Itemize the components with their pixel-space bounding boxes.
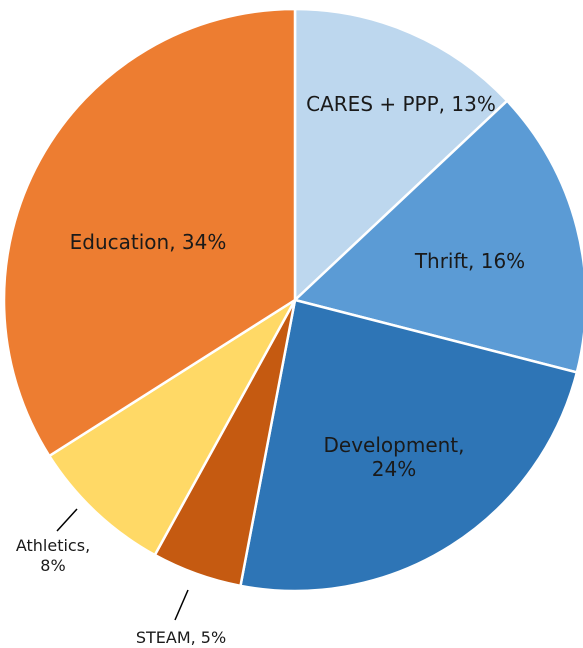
pie-slice-athletics: [47, 298, 297, 557]
leader-line-athletics: [56, 508, 78, 532]
slice-label-education: Education, 34%: [70, 230, 227, 254]
slice-label-cares-ppp: CARES + PPP, 13%: [306, 92, 496, 116]
pie-slice-education: [2, 7, 297, 458]
slice-label-thrift: Thrift, 16%: [414, 249, 525, 273]
slice-label-steam: STEAM, 5%: [136, 628, 226, 647]
leader-line-steam: [174, 589, 189, 621]
slice-label-development: Development, 24%: [324, 433, 465, 481]
slice-label-athletics: Athletics, 8%: [16, 536, 90, 575]
pie-slice-cares-ppp: [293, 7, 509, 303]
pie-slice-development: [239, 298, 579, 593]
